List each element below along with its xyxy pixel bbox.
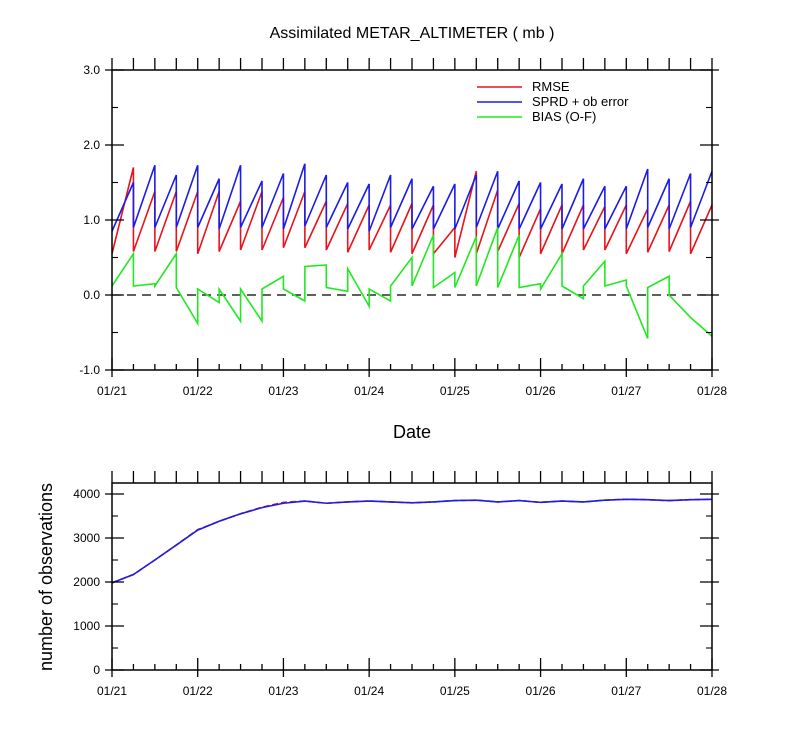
top-y-tick-label: 1.0 [83, 213, 100, 227]
bottom-ticks-group: 01/21 01/22 01/23 01/24 01/25 01/26 01/27 01/28… [73, 471, 727, 698]
bottom-x-tick-label: 01/27 [611, 684, 641, 698]
top-series-sprd-ob-error [111, 163, 713, 232]
top-y-tick-label: -1.0 [79, 363, 100, 377]
bottom-series-group [111, 498, 713, 584]
top-x-tick-label: 01/28 [697, 384, 727, 398]
bottom-y-tick-label: 3000 [73, 531, 100, 545]
top-x-tick-label: 01/25 [440, 384, 470, 398]
top-series-group [111, 163, 713, 339]
legend-label-rmse: RMSE [532, 79, 570, 94]
bottom-series-obs-count-red [111, 498, 713, 584]
top-x-tick-label: 01/21 [97, 384, 127, 398]
bottom-x-tick-label: 01/28 [697, 684, 727, 698]
x-axis-label: Date [393, 422, 431, 442]
legend-label-bias: BIAS (O-F) [532, 109, 596, 124]
top-x-tick-label: 01/24 [354, 384, 384, 398]
top-x-tick-label: 01/27 [611, 384, 641, 398]
top-x-tick-label: 01/23 [268, 384, 298, 398]
bottom-x-tick-label: 01/24 [354, 684, 384, 698]
bottom-chart: 01/21 01/22 01/23 01/24 01/25 01/26 01/27 01/28… [36, 471, 727, 698]
bottom-y-tick-label: 4000 [73, 487, 100, 501]
top-x-tick-label: 01/26 [526, 384, 556, 398]
bottom-x-tick-label: 01/26 [526, 684, 556, 698]
top-ticks-group: 01/21 01/22 01/23 01/24 01/25 01/26 01/27 01/28… [79, 58, 727, 398]
top-y-tick-label: 2.0 [83, 138, 100, 152]
y-axis-label: number of observations [36, 483, 56, 671]
bottom-x-tick-label: 01/25 [440, 684, 470, 698]
bottom-y-tick-label: 0 [93, 663, 100, 677]
bottom-plot-frame [111, 482, 713, 671]
bottom-series-obs-count-blue [111, 498, 713, 584]
top-y-tick-label: 0.0 [83, 288, 100, 302]
legend: RMSE SPRD + ob error BIAS (O-F) [477, 79, 629, 124]
bottom-x-tick-label: 01/22 [183, 684, 213, 698]
top-x-tick-label: 01/22 [183, 384, 213, 398]
top-y-tick-label: 3.0 [83, 63, 100, 77]
chart-title: Assimilated METAR_ALTIMETER ( mb ) [270, 25, 555, 42]
bottom-x-tick-label: 01/23 [268, 684, 298, 698]
top-chart: Assimilated METAR_ALTIMETER ( mb ) 01/21… [79, 25, 727, 442]
legend-label-sprd: SPRD + ob error [532, 94, 629, 109]
top-series-bias-o-f [111, 227, 713, 339]
bottom-y-tick-label: 2000 [73, 575, 100, 589]
bottom-x-tick-label: 01/21 [97, 684, 127, 698]
bottom-y-tick-label: 1000 [73, 619, 100, 633]
